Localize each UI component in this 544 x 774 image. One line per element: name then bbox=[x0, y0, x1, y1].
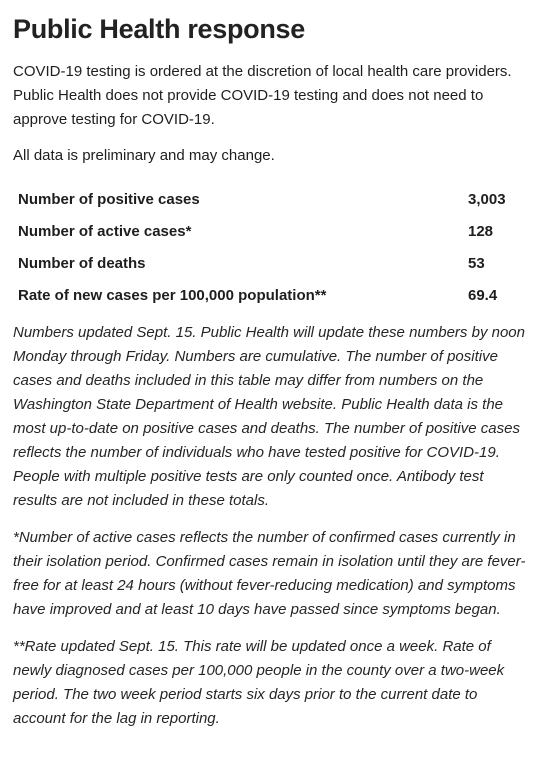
stat-value: 128 bbox=[468, 222, 494, 240]
stat-label: Number of active cases* bbox=[18, 222, 192, 240]
note-active-cases: *Number of active cases reflects the num… bbox=[13, 529, 526, 618]
note-rate: **Rate updated Sept. 15. This rate will … bbox=[13, 638, 505, 727]
stat-label: Number of positive cases bbox=[18, 190, 200, 208]
table-row-deaths: Number of deaths 53 bbox=[13, 247, 528, 279]
stat-label: Rate of new cases per 100,000 population… bbox=[18, 286, 327, 304]
stat-value: 3,003 bbox=[468, 190, 506, 208]
table-row-active-cases: Number of active cases* 128 bbox=[13, 215, 528, 247]
stats-table: Number of positive cases 3,003 Number of… bbox=[13, 183, 528, 311]
table-row-positive-cases: Number of positive cases 3,003 bbox=[13, 183, 528, 215]
intro-paragraph: COVID-19 testing is ordered at the discr… bbox=[13, 63, 512, 128]
stat-label: Number of deaths bbox=[18, 254, 146, 272]
stat-value: 69.4 bbox=[468, 286, 498, 304]
page-title: Public Health response bbox=[13, 14, 305, 44]
stat-value: 53 bbox=[468, 254, 485, 272]
note-updated: Numbers updated Sept. 15. Public Health … bbox=[13, 324, 525, 509]
table-row-rate: Rate of new cases per 100,000 population… bbox=[13, 279, 528, 311]
preliminary-notice: All data is preliminary and may change. bbox=[13, 147, 275, 164]
page: Public Health response COVID-19 testing … bbox=[13, 14, 528, 727]
